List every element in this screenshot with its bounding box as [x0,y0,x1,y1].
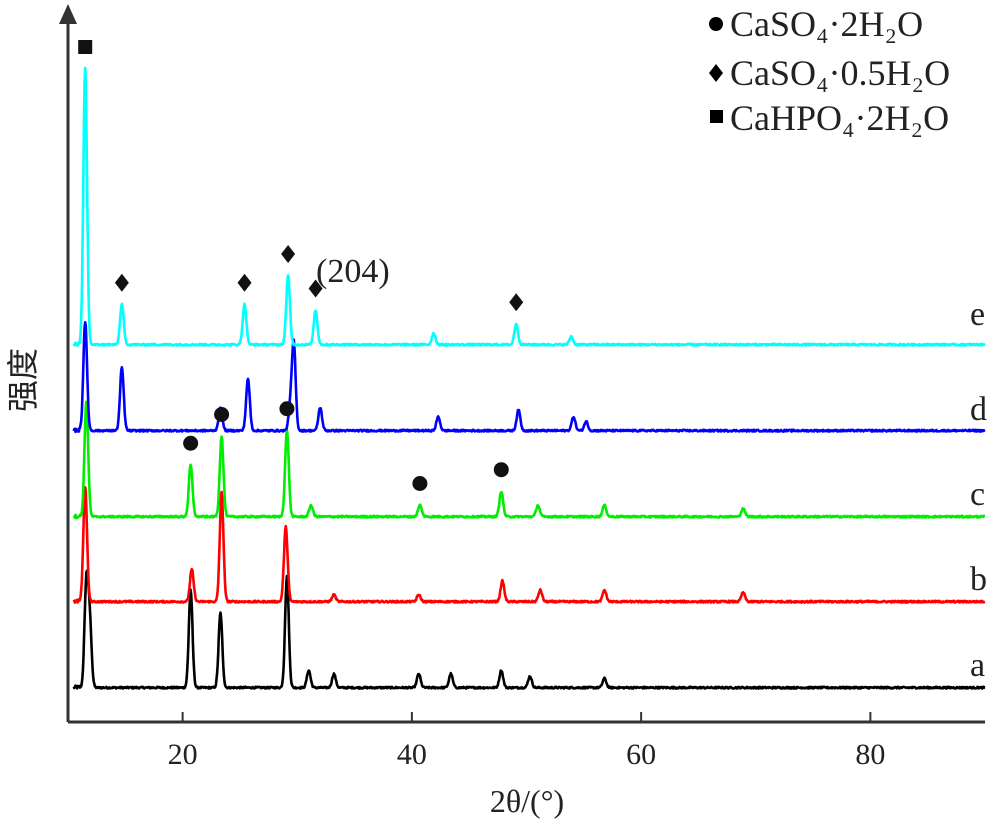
y-axis-arrow [59,4,77,24]
x-tick-label: 80 [855,738,885,771]
legend-circle-marker [709,17,723,31]
legend-label-2: CaHPO₄·2H₂O [730,98,949,138]
peak-marker-circle [214,407,230,422]
legend-label-1: CaSO₄·0.5H₂O [730,53,950,93]
peak-marker-layer [78,40,524,491]
series-line-d [72,320,986,434]
series-line-b [72,485,986,604]
series-tags: a b c d e [970,296,987,684]
axes: 20 40 60 80 [59,4,985,771]
peak-marker-diamond [308,279,323,298]
series-line-e [72,66,986,347]
series-tag-a: a [970,647,985,684]
series-layer [72,66,986,690]
x-tick-label: 20 [168,738,198,771]
peak-marker-diamond [114,273,129,292]
x-tick-label: 60 [626,738,656,771]
series-tag-c: c [970,476,985,513]
peak-marker-diamond [237,273,252,292]
series-tag-b: b [970,561,987,598]
peak-marker-circle [279,401,295,417]
series-tag-d: d [970,391,987,428]
legend: CaSO₄·2H₂O CaSO₄·0.5H₂O CaHPO₄·2H₂O [709,4,950,138]
peak-marker-square [78,40,93,54]
peak-marker-circle [183,435,199,451]
legend-label-0: CaSO₄·2H₂O [730,4,923,44]
y-axis-title: 强度 [5,348,41,412]
series-line-c [72,400,986,520]
peak-marker-diamond [509,293,524,312]
peak-marker-circle [493,462,509,478]
peak-marker-circle [412,476,428,491]
annotation-204: (204) [316,253,390,290]
x-tick-label: 40 [397,738,427,771]
x-axis-title: 2θ/(°) [490,783,564,819]
series-line-a [72,569,986,690]
peak-marker-diamond [281,245,296,263]
legend-square-marker [710,110,723,123]
legend-diamond-marker [709,64,723,82]
series-tag-e: e [970,296,985,333]
